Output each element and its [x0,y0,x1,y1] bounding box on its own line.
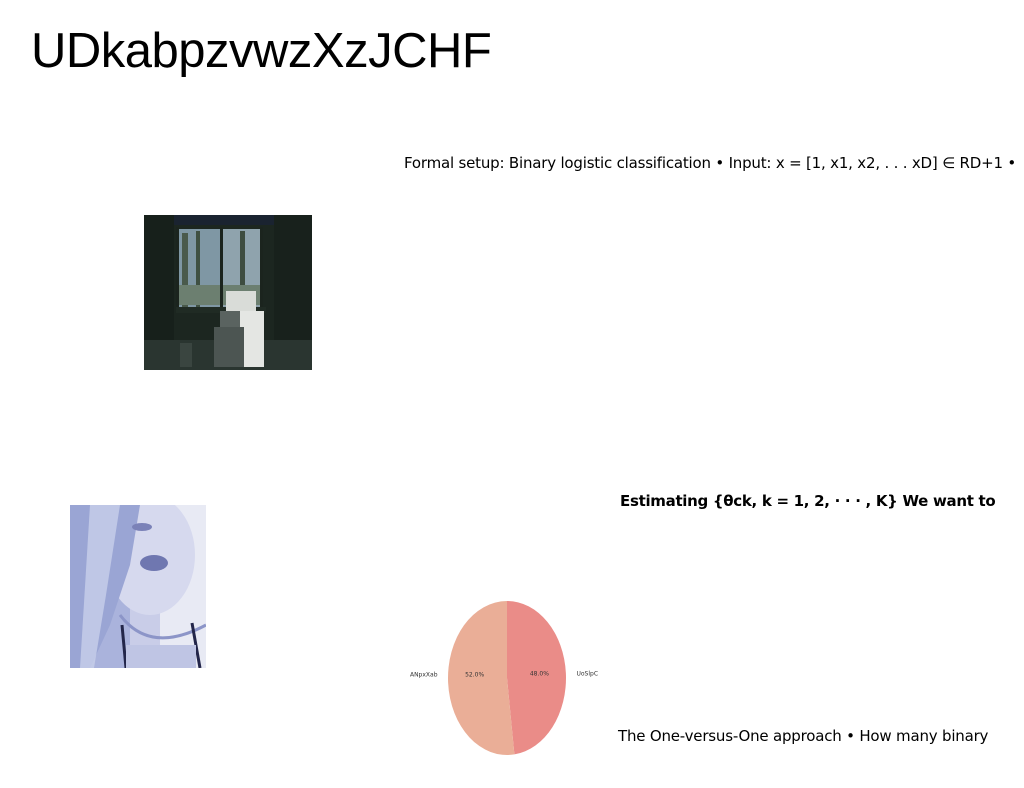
sunroom-photo-icon [144,215,312,370]
pie-slice-label: UoSlpC [576,670,598,677]
page-title: UDkabpzvwzXzJCHF [31,24,492,78]
pie-pct-label: 48.0% [530,670,549,677]
person-photo [70,495,207,669]
pie-chart-svg: 48.0% UoSlpC 52.0% ANpxXab [410,601,598,755]
portrait-photo-icon [70,495,207,669]
text-block-one-vs-one: The One-versus-One approach • How many b… [618,727,989,745]
pie-pct-label: 52.0% [465,672,484,679]
room-photo [144,215,312,370]
pie-chart: 48.0% UoSlpC 52.0% ANpxXab [410,596,600,760]
pie-slice-label: ANpxXab [410,672,438,679]
text-block-formal-setup: Formal setup: Binary logistic classifica… [404,154,1017,172]
pie-slice-UoSlpC [507,601,566,755]
pie-slice-ANpxXab [448,601,515,755]
text-block-estimating: Estimating {θck, k = 1, 2, · · · , K} We… [620,492,996,510]
